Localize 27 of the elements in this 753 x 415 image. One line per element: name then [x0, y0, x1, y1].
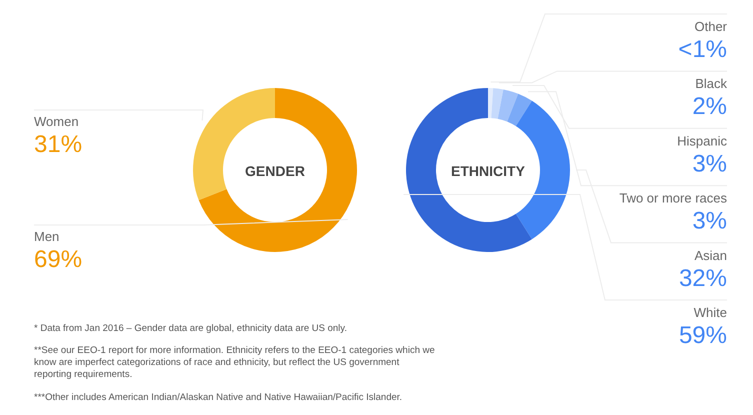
text: **See our EEO-1 report for more information. Ethnicity refers to the EEO-1 categories which we know are imperfect categorizations of race and ethnicity, but reflect the US government reporting requirements.: [34, 345, 435, 380]
slice-label: Hispanic: [677, 133, 728, 148]
text: * Data from Jan 2016 – Gender data are global, ethnicity data are US only.: [34, 323, 347, 334]
data-label: 3%: [692, 208, 727, 235]
donut-slice: [491, 88, 504, 119]
data-label: 32%: [678, 264, 727, 292]
slice-label: Women: [34, 114, 79, 129]
slice-label: Black: [695, 76, 728, 92]
data-label: 59%: [678, 322, 727, 349]
donut-slice: [488, 88, 494, 118]
data-label: 69%: [34, 246, 82, 273]
slice-label: Asian: [694, 248, 727, 263]
slice-label: Other: [694, 19, 728, 34]
slice-label: Two or more races: [619, 190, 728, 206]
text: GENDER: [245, 163, 305, 179]
donut-slice: [498, 89, 518, 122]
donut-slice: [198, 88, 357, 252]
data-label: <1%: [678, 36, 727, 63]
text: ETHNICITY: [451, 163, 526, 179]
slice-label: Men: [34, 229, 60, 244]
data-label: 3%: [692, 150, 727, 178]
donut-slice: [406, 88, 532, 252]
text: ***Other includes American Indian/Alaskan Native and Native Hawaiian/Pacific Islander.: [34, 392, 402, 403]
data-label: 2%: [692, 93, 727, 120]
donut-slice: [507, 94, 532, 126]
slice-label: White: [694, 305, 727, 320]
data-label: 31%: [34, 131, 82, 158]
